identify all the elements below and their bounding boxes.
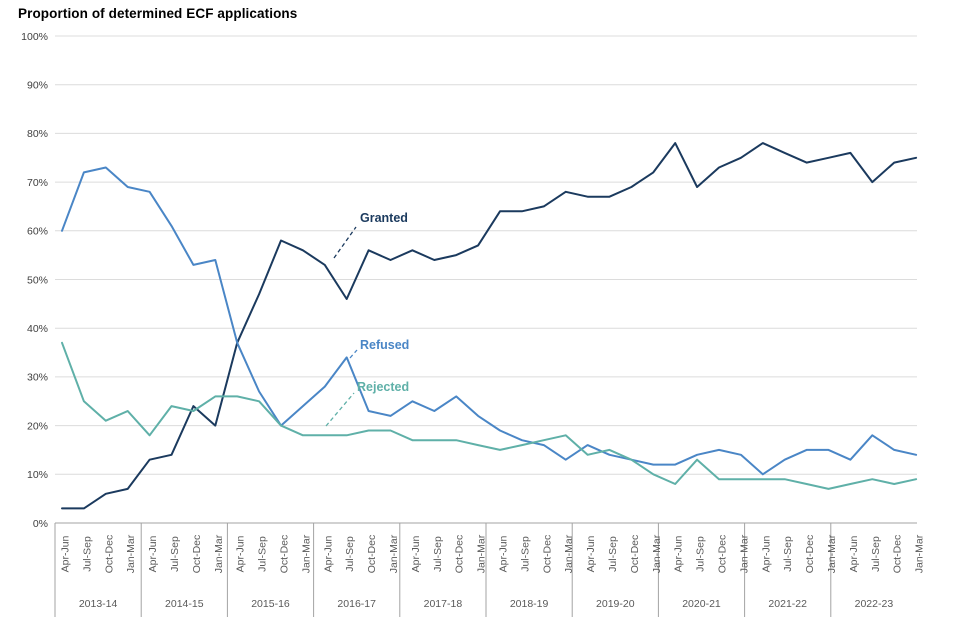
rejected-line	[61, 341, 918, 490]
x-tick-label: Oct-Dec	[892, 535, 904, 574]
year-label: 2022-23	[855, 598, 894, 610]
year-label: 2013-14	[79, 598, 118, 610]
x-tick-label: Apr-Jun	[673, 535, 685, 572]
y-tick-label: 20%	[27, 420, 48, 432]
x-tick-label: Jul-Sep	[344, 536, 356, 572]
x-tick-label: Apr-Jun	[147, 535, 159, 572]
x-tick-label: Oct-Dec	[717, 535, 729, 574]
x-tick-label: Jan-Mar	[563, 534, 575, 573]
x-tick-label: Apr-Jun	[760, 535, 772, 572]
x-tick-label: Jan-Mar	[914, 534, 926, 573]
x-tick-label: Apr-Jun	[585, 535, 597, 572]
x-tick-label: Jan-Mar	[476, 534, 488, 573]
refused-series-label: Refused	[360, 338, 409, 352]
y-tick-label: 100%	[21, 31, 48, 43]
y-tick-label: 80%	[27, 128, 48, 140]
x-tick-label: Jul-Sep	[607, 536, 619, 572]
x-tick-label: Jan-Mar	[826, 534, 838, 573]
year-label: 2014-15	[165, 598, 204, 610]
x-tick-label: Apr-Jun	[235, 535, 247, 572]
x-tick-label: Jan-Mar	[388, 534, 400, 573]
x-tick-label: Oct-Dec	[629, 535, 641, 574]
chart-title: Proportion of determined ECF application…	[18, 6, 298, 21]
rejected-leader-line	[325, 392, 355, 427]
x-tick-label: Apr-Jun	[410, 535, 422, 572]
x-tick-label: Apr-Jun	[322, 535, 334, 572]
year-label: 2018-19	[510, 598, 549, 610]
y-tick-label: 10%	[27, 469, 48, 481]
year-label: 2017-18	[424, 598, 463, 610]
x-tick-label: Jul-Sep	[695, 536, 707, 572]
year-label: 2016-17	[337, 598, 376, 610]
x-tick-label: Jul-Sep	[870, 536, 882, 572]
x-tick-label: Jul-Sep	[432, 536, 444, 572]
x-tick-label: Apr-Jun	[60, 535, 72, 572]
refused-line	[61, 166, 918, 476]
x-tick-label: Oct-Dec	[366, 535, 378, 574]
y-tick-label: 0%	[33, 518, 48, 530]
x-tick-label: Jul-Sep	[81, 536, 93, 572]
x-tick-label: Jan-Mar	[738, 534, 750, 573]
y-tick-label: 70%	[27, 177, 48, 189]
x-tick-label: Jul-Sep	[257, 536, 269, 572]
y-tick-label: 40%	[27, 323, 48, 335]
x-tick-label: Jul-Sep	[169, 536, 181, 572]
granted-line	[61, 142, 918, 510]
year-label: 2021-22	[768, 598, 807, 610]
x-tick-label: Oct-Dec	[804, 535, 816, 574]
x-tick-label: Apr-Jun	[498, 535, 510, 572]
rejected-series-label: Rejected	[357, 380, 409, 394]
granted-series-label: Granted	[360, 211, 408, 225]
x-tick-label: Oct-Dec	[454, 535, 466, 574]
year-label: 2015-16	[251, 598, 290, 610]
x-tick-label: Jan-Mar	[125, 534, 137, 573]
x-tick-label: Oct-Dec	[191, 535, 203, 574]
y-tick-label: 60%	[27, 226, 48, 238]
year-label: 2019-20	[596, 598, 635, 610]
y-tick-label: 90%	[27, 80, 48, 92]
x-tick-label: Jan-Mar	[300, 534, 312, 573]
x-tick-label: Jul-Sep	[782, 536, 794, 572]
x-tick-label: Oct-Dec	[541, 535, 553, 574]
granted-leader-line	[333, 226, 357, 259]
x-tick-label: Jan-Mar	[213, 534, 225, 573]
refused-leader-line	[349, 349, 358, 359]
x-tick-label: Jan-Mar	[651, 534, 663, 573]
y-tick-label: 50%	[27, 274, 48, 286]
x-tick-label: Apr-Jun	[848, 535, 860, 572]
x-tick-label: Oct-Dec	[279, 535, 291, 574]
y-tick-label: 30%	[27, 372, 48, 384]
x-tick-label: Jul-Sep	[519, 536, 531, 572]
year-label: 2020-21	[682, 598, 721, 610]
x-tick-label: Oct-Dec	[103, 535, 115, 574]
